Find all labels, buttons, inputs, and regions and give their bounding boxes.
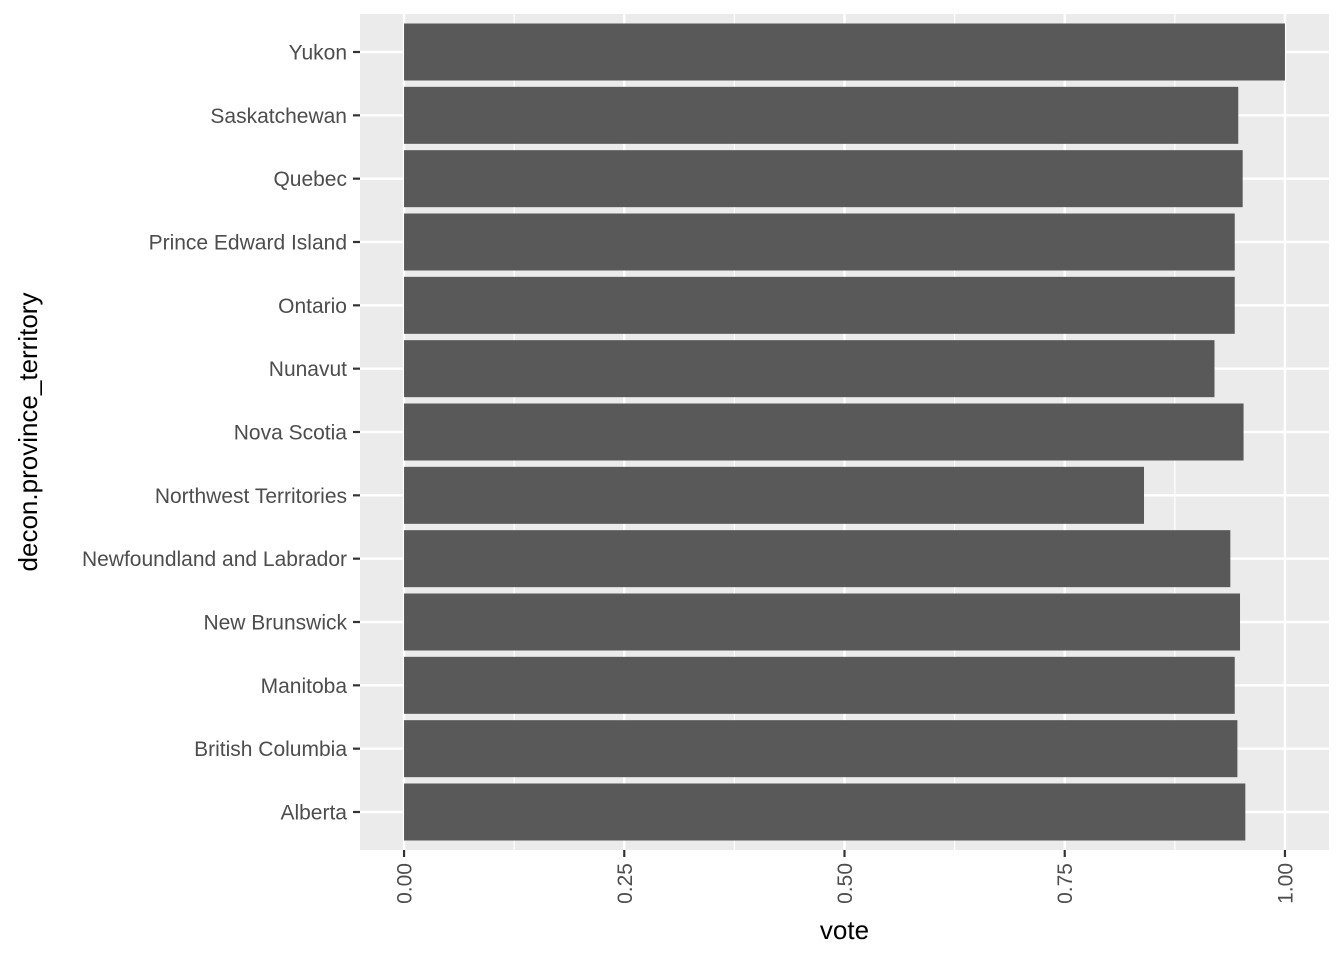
y-tick-label: Yukon — [289, 42, 347, 65]
bar — [404, 530, 1231, 588]
bar — [404, 23, 1285, 81]
y-tick-label: Newfoundland and Labrador — [82, 548, 347, 571]
y-tick-label: British Columbia — [194, 738, 347, 761]
y-tick-label: New Brunswick — [203, 612, 347, 635]
x-tick-label: 1.00 — [1274, 863, 1297, 904]
bars — [404, 23, 1285, 841]
bar — [404, 276, 1235, 334]
y-tick-label: Ontario — [278, 295, 347, 318]
y-tick-label: Saskatchewan — [210, 105, 347, 128]
bar — [404, 593, 1241, 651]
bar — [404, 720, 1238, 778]
y-axis-title: decon.province_territory — [13, 293, 43, 572]
y-tick-label: Nova Scotia — [234, 422, 348, 445]
bar — [404, 340, 1215, 398]
x-axis: 0.00 0.25 0.50 0.75 1.00 — [394, 850, 1297, 904]
bar — [404, 150, 1243, 208]
y-tick-label: Quebec — [273, 168, 347, 191]
y-tick-label: Manitoba — [261, 675, 348, 698]
y-tick-label: Nunavut — [269, 358, 347, 381]
bar — [404, 213, 1235, 271]
bar — [404, 783, 1246, 841]
x-axis-title: vote — [820, 915, 869, 945]
y-axis: Alberta British Columbia Manitoba New Bruns… — [82, 42, 360, 825]
x-tick-label: 0.75 — [1054, 863, 1077, 904]
y-tick-label: Prince Edward Island — [149, 232, 347, 255]
bar — [404, 403, 1244, 461]
x-tick-label: 0.50 — [834, 863, 857, 904]
bar — [404, 466, 1145, 524]
bar — [404, 656, 1235, 714]
y-tick-label: Alberta — [280, 802, 347, 825]
bar — [404, 86, 1239, 144]
y-tick-label: Northwest Territories — [155, 485, 347, 508]
x-tick-label: 0.25 — [614, 863, 637, 904]
x-tick-label: 0.00 — [394, 863, 417, 904]
